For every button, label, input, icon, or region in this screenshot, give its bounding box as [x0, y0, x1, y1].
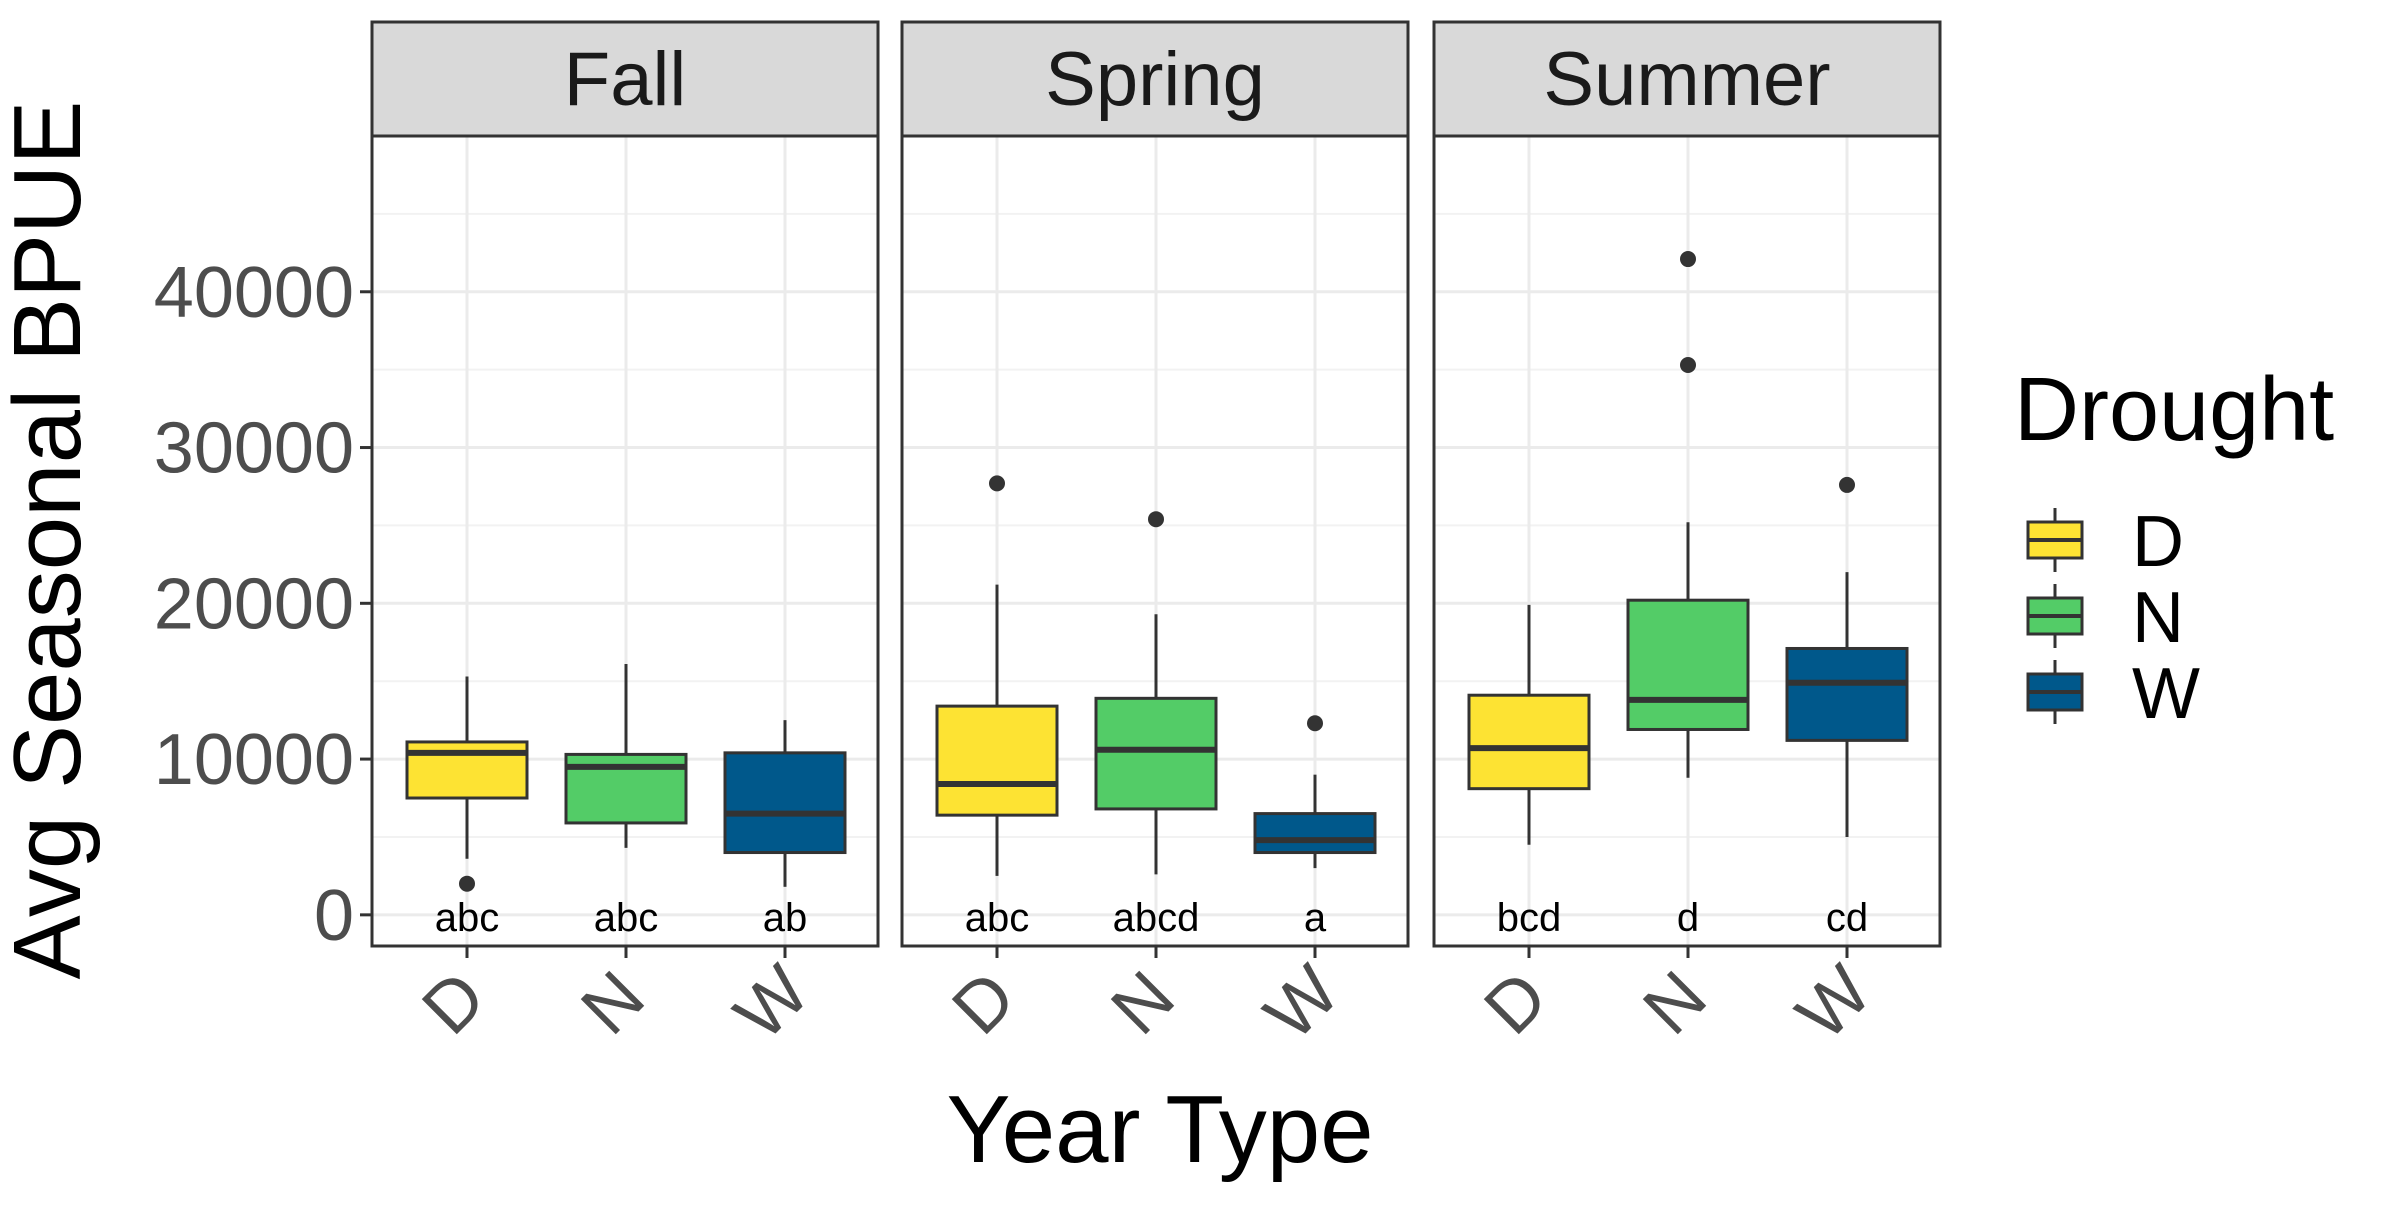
outlier-point: [459, 875, 475, 892]
significance-label: a: [1304, 896, 1327, 940]
significance-label: d: [1677, 896, 1699, 940]
x-tick-label: W: [1782, 951, 1887, 1056]
outlier-point: [1307, 715, 1323, 732]
y-tick-label: 20000: [154, 564, 354, 644]
outlier-point: [1680, 356, 1696, 373]
facet-strip: [370, 20, 880, 138]
facet-strip-label: Fall: [564, 37, 686, 122]
outlier-point: [989, 475, 1005, 492]
x-tick-label: D: [407, 956, 500, 1049]
legend-label: N: [2132, 578, 2184, 658]
x-tick-label: N: [566, 956, 659, 1049]
box-summer-d: bcd: [1467, 604, 1591, 940]
facet-strip: [900, 20, 1410, 138]
facet-strip: [1432, 20, 1942, 138]
x-tick-label: W: [720, 951, 825, 1056]
x-tick-label: D: [1469, 956, 1562, 1049]
legend-label: W: [2132, 654, 2200, 734]
significance-label: abc: [594, 896, 659, 940]
box-body: [1467, 693, 1591, 791]
y-tick-label: 40000: [154, 253, 354, 333]
facet-strip-label: Summer: [1543, 37, 1830, 122]
significance-label: ab: [763, 896, 808, 940]
x-tick-label: W: [1250, 951, 1355, 1056]
y-axis-title: Avg Seasonal BPUE: [0, 101, 101, 980]
significance-label: cd: [1826, 896, 1868, 940]
y-tick-label: 30000: [154, 409, 354, 489]
outlier-point: [1148, 511, 1164, 528]
y-axis: 0 10000 20000 30000 40000: [154, 253, 372, 956]
x-tick-label: N: [1628, 956, 1721, 1049]
legend-title: Drought: [2014, 360, 2334, 460]
box-body: [1094, 696, 1218, 811]
outlier-point: [1839, 476, 1855, 493]
significance-label: abc: [965, 896, 1030, 940]
legend-item-w: W: [2026, 654, 2200, 734]
box-body: [1626, 598, 1750, 731]
legend: Drought DNW: [2014, 360, 2334, 734]
facet-panels: abcDabcNabWFallabcDabcdNaWSpringbcdDdNcd…: [370, 20, 1942, 1056]
x-tick-label: D: [937, 956, 1030, 1049]
box-body: [1785, 646, 1909, 742]
box-spring-w: a: [1253, 715, 1377, 940]
box-body: [723, 751, 847, 855]
y-tick-label: 10000: [154, 720, 354, 800]
box-fall-w: ab: [723, 720, 847, 940]
outlier-point: [1680, 251, 1696, 268]
legend-item-d: D: [2026, 502, 2184, 582]
box-spring-n: abcd: [1094, 511, 1218, 940]
significance-label: abcd: [1113, 896, 1200, 940]
significance-label: abc: [435, 896, 500, 940]
x-axis-title: Year Type: [946, 1076, 1373, 1183]
box-fall-d: abc: [405, 676, 529, 940]
box-body: [935, 704, 1059, 817]
legend-item-n: N: [2026, 578, 2184, 658]
box-summer-n: d: [1626, 251, 1750, 940]
box-body: [1253, 812, 1377, 855]
significance-label: bcd: [1497, 896, 1562, 940]
x-tick-label: N: [1096, 956, 1189, 1049]
box-spring-d: abc: [935, 475, 1059, 940]
facet-strip-label: Spring: [1045, 37, 1265, 122]
y-tick-label: 0: [314, 876, 354, 956]
legend-label: D: [2132, 502, 2184, 582]
box-summer-w: cd: [1785, 476, 1909, 940]
box-fall-n: abc: [564, 664, 688, 940]
